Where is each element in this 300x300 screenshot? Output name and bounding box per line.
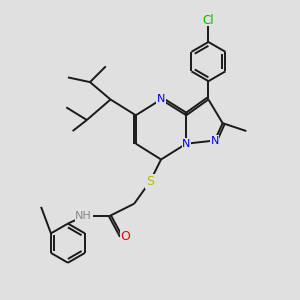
Text: N: N [182,139,190,149]
Text: Cl: Cl [202,14,214,27]
Text: S: S [146,175,154,188]
Text: N: N [157,94,165,104]
Text: NH: NH [75,211,92,221]
Text: N: N [211,136,219,146]
Text: O: O [121,230,130,243]
